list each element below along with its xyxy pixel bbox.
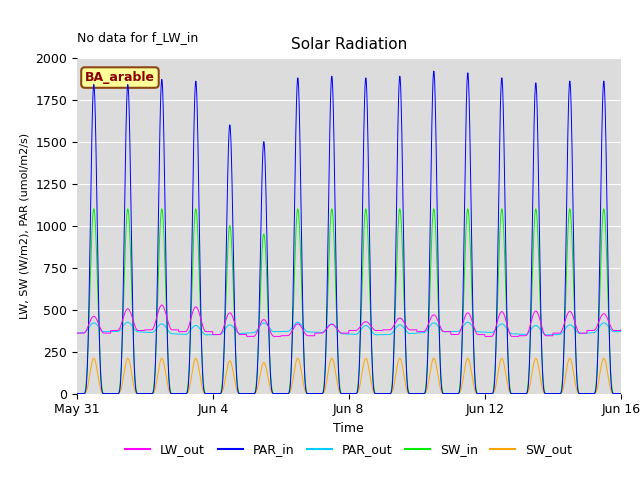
Text: No data for f_LW_in: No data for f_LW_in xyxy=(77,31,198,44)
Title: Solar Radiation: Solar Radiation xyxy=(291,37,407,52)
Text: BA_arable: BA_arable xyxy=(85,71,155,84)
Legend: LW_out, PAR_in, PAR_out, SW_in, SW_out: LW_out, PAR_in, PAR_out, SW_in, SW_out xyxy=(120,438,577,461)
X-axis label: Time: Time xyxy=(333,422,364,435)
Y-axis label: LW, SW (W/m2), PAR (umol/m2/s): LW, SW (W/m2), PAR (umol/m2/s) xyxy=(20,132,29,319)
